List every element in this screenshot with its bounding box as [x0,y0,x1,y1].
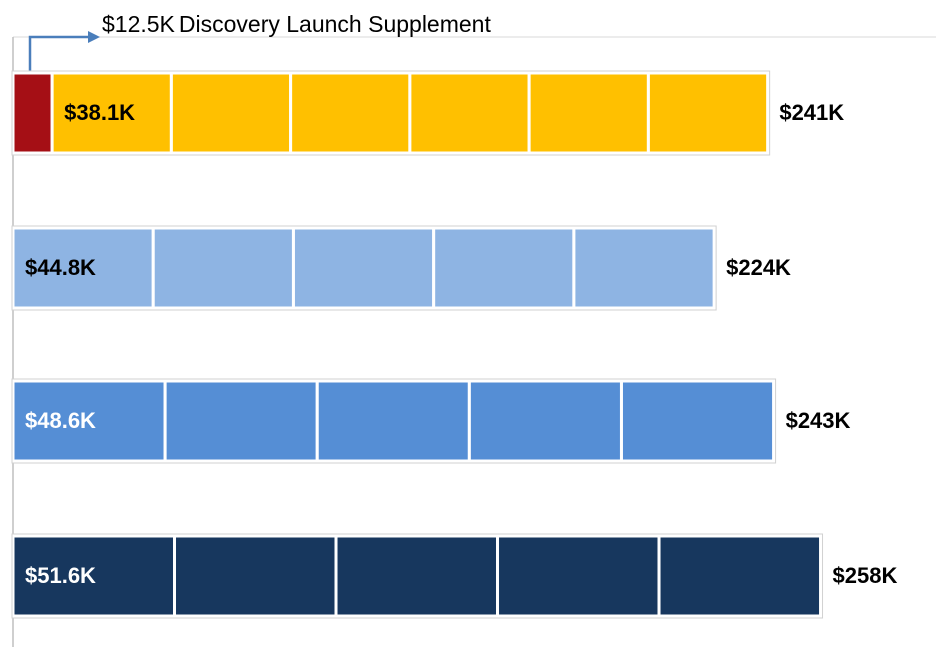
arrow-head [88,31,100,43]
bar-segment [163,379,319,463]
total-label: $243K [786,408,851,433]
value-label: $51.6K [25,563,96,588]
total-label: $258K [833,563,898,588]
total-label: $224K [726,255,791,280]
bar-outline [11,533,824,619]
bar-segment [467,379,623,463]
bar-outline [11,225,717,311]
bar-segment [646,71,770,155]
bar-segment [657,534,823,618]
total-label: $241K [779,100,844,125]
bar-segment [572,226,716,310]
bar-segment [334,534,500,618]
bar-segment [496,534,661,618]
annotation-value: $12.5K [102,11,176,37]
bar-segment [315,379,471,463]
bar-segment [11,534,177,618]
annotation-text: Discovery Launch Supplement [179,11,492,37]
bar-segment [527,71,650,155]
value-label: $48.6K [25,408,96,433]
bar-outline [11,378,777,464]
bar-segment [169,71,293,155]
bar-segment [291,226,436,310]
value-label: $44.8K [25,255,96,280]
bar-segment [11,379,167,463]
bar-outline [11,70,771,156]
bar-segment [173,534,338,618]
bar-segment [408,71,531,155]
value-label: $38.1K [64,100,135,125]
annotation-arrow [28,35,88,73]
bar-segment [619,379,776,463]
bar-segment [11,71,54,155]
bar-segment [151,226,295,310]
annotation: $12.5K Discovery Launch Supplement [102,11,491,37]
bar-segment [432,226,576,310]
bar-segment [289,71,412,155]
